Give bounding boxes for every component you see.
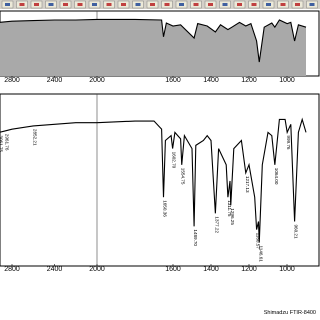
toolbar-icon — [309, 3, 315, 6]
toolbar-icon — [280, 3, 286, 6]
toolbar-icon — [92, 3, 97, 6]
x-tick-label: 2800 — [4, 77, 20, 84]
peak-label: 1377.22 — [214, 216, 219, 233]
x-tick-label: 1200 — [241, 77, 257, 84]
toolbar-icon — [34, 3, 39, 6]
peak-label: 1650.36 — [163, 200, 168, 217]
toolbar-icon — [150, 3, 155, 6]
peak-label: 3061.75 — [0, 135, 3, 152]
x-tick-label: 1400 — [203, 266, 219, 273]
peak-label: 1217.13 — [245, 176, 250, 193]
toolbar-icon — [208, 3, 213, 6]
peak-label: 1146.61 — [258, 246, 263, 263]
x-tick-label: 1200 — [241, 266, 257, 273]
x-tick-label: 1400 — [203, 77, 219, 84]
toolbar-icon — [295, 3, 300, 6]
toolbar — [0, 0, 320, 9]
toolbar-icon — [164, 3, 170, 6]
spectrum-fill — [0, 19, 306, 76]
peak-label: 2852.21 — [32, 129, 37, 146]
footer-label: Shimadzu FTIR-8400 — [264, 310, 316, 316]
peak-label: 999.76 — [286, 135, 291, 149]
toolbar-icon — [77, 3, 83, 6]
peak-label: 1554.75 — [181, 168, 186, 185]
peak-label: 1602.70 — [172, 152, 177, 169]
x-tick-label: 2400 — [47, 77, 63, 84]
toolbar-icon — [5, 3, 10, 6]
x-tick-label: 1000 — [279, 77, 295, 84]
peak-label: 1160.57 — [256, 233, 261, 250]
toolbar-icons — [1, 0, 318, 9]
spectrum-line — [0, 117, 307, 243]
peak-label: 1489.70 — [193, 229, 198, 246]
toolbar-icon — [63, 3, 68, 6]
spectrum-line — [0, 18, 307, 63]
peak-label: 2961.76 — [5, 134, 10, 151]
x-tick-label: 2000 — [89, 77, 105, 84]
x-tick-label: 1600 — [165, 77, 181, 84]
peak-label: 1064.00 — [274, 168, 279, 185]
peak-label: 1311.75 — [227, 200, 232, 217]
x-tick-label: 2400 — [47, 266, 63, 273]
toolbar-icon — [251, 3, 257, 6]
toolbar-icon — [222, 3, 228, 6]
peak-label: 1296.25 — [230, 208, 235, 225]
x-tick-label: 1600 — [165, 266, 181, 273]
toolbar-icon — [135, 3, 141, 6]
peak-label: 960.21 — [294, 225, 299, 239]
toolbar-icon — [193, 3, 199, 6]
toolbar-icon — [237, 3, 242, 6]
toolbar-icon — [121, 3, 126, 6]
toolbar-icon — [19, 3, 25, 6]
main-panel — [0, 93, 320, 267]
toolbar-icon — [48, 3, 54, 6]
toolbar-icon — [106, 3, 112, 6]
toolbar-icon — [266, 3, 271, 6]
x-tick-label: 2000 — [89, 266, 105, 273]
x-tick-label: 2800 — [4, 266, 20, 273]
toolbar-icon — [179, 3, 184, 6]
x-tick-label: 1000 — [279, 266, 295, 273]
